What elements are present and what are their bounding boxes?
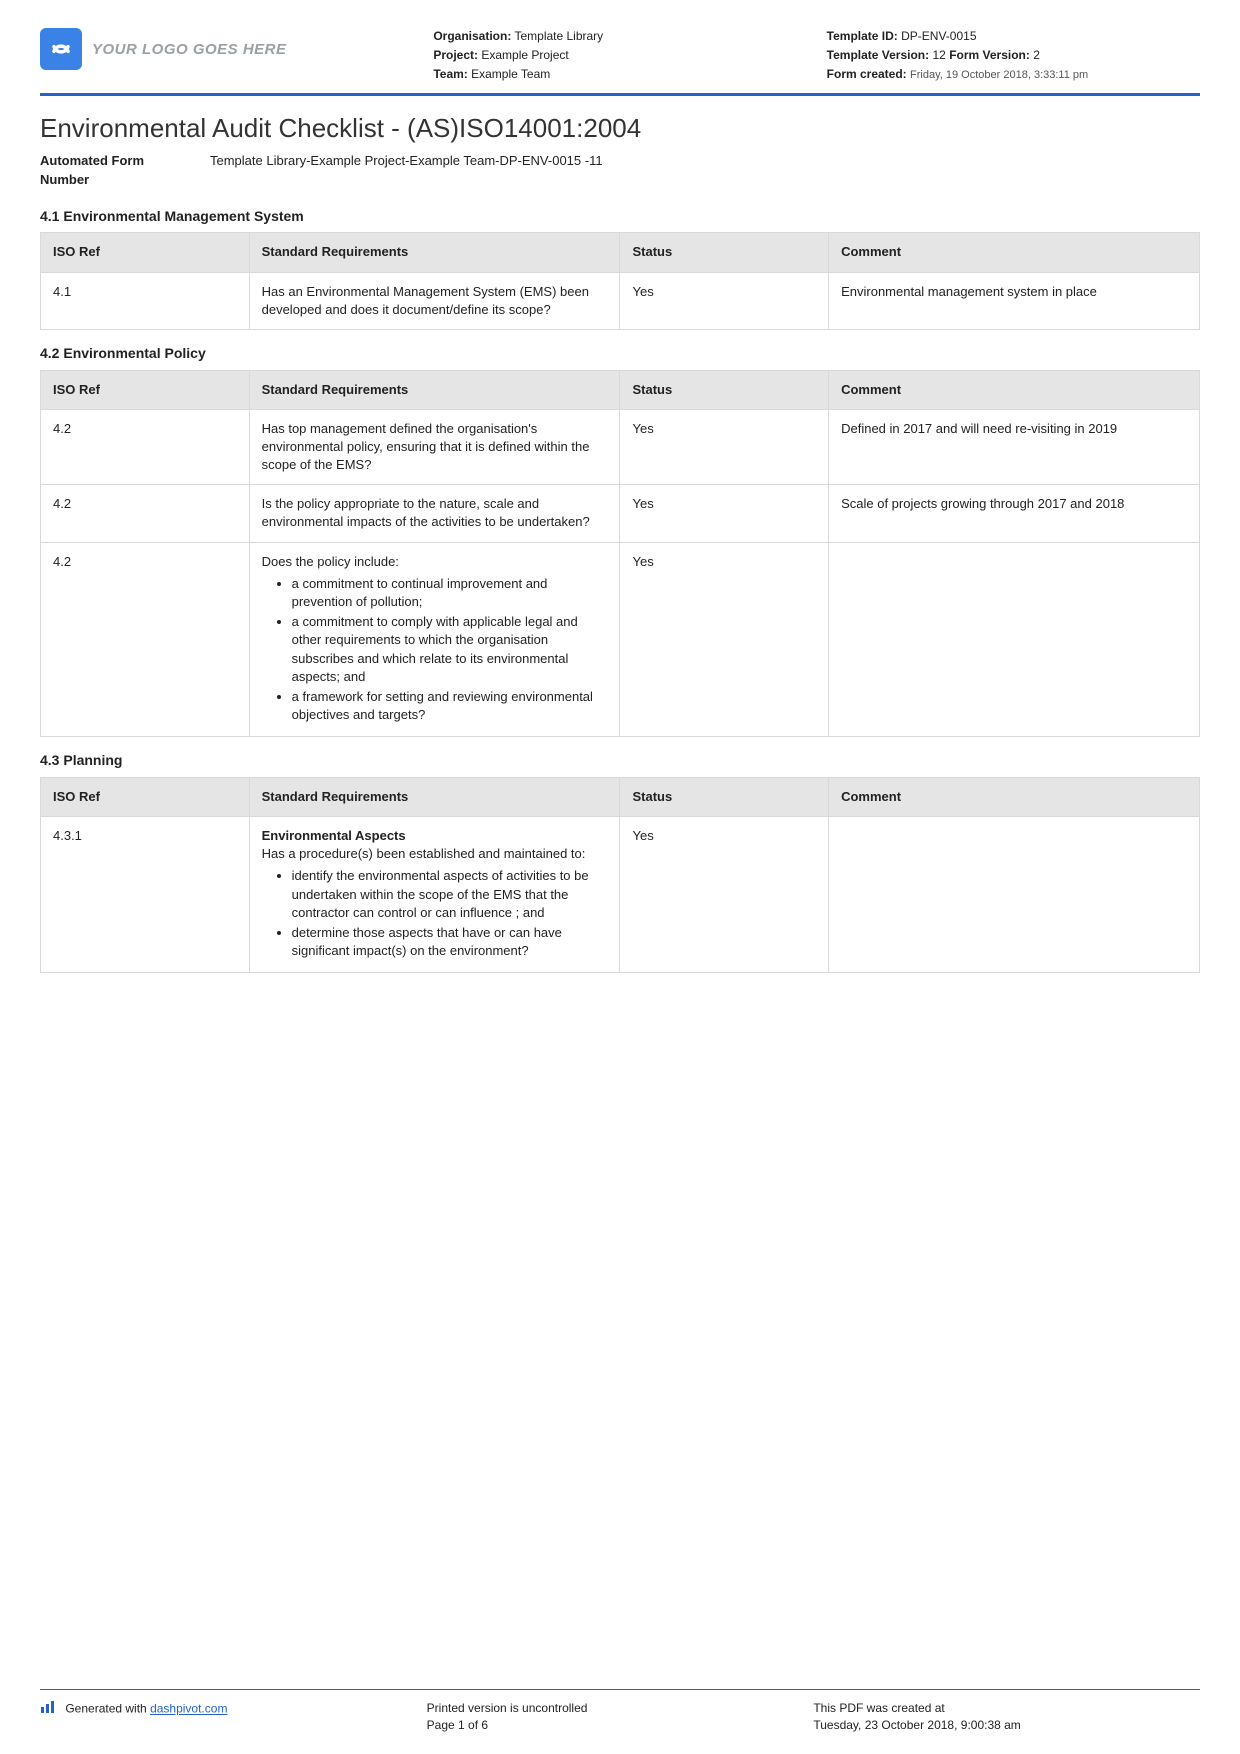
cell-comment: Environmental management system in place [829, 272, 1200, 329]
cell-status: Yes [620, 409, 829, 485]
section-heading: 4.3 Planning [40, 751, 1200, 771]
cell-requirements: Is the policy appropriate to the nature,… [249, 485, 620, 542]
table-header: Standard Requirements [249, 233, 620, 272]
organisation-value: Template Library [514, 29, 603, 43]
footer-logo-icon [40, 1700, 56, 1719]
requirement-bullet: a commitment to comply with applicable l… [292, 613, 608, 686]
cell-requirements: Has top management defined the organisat… [249, 409, 620, 485]
cell-comment: Defined in 2017 and will need re-visitin… [829, 409, 1200, 485]
audit-table: ISO RefStandard RequirementsStatusCommen… [40, 370, 1200, 738]
sections-container: 4.1 Environmental Management System ISO R… [40, 207, 1200, 974]
section-heading: 4.2 Environmental Policy [40, 344, 1200, 364]
page-container: YOUR LOGO GOES HERE Organisation: Templa… [0, 0, 1240, 1754]
cell-iso-ref: 4.2 [41, 542, 250, 737]
header-meta-col-2: Template ID: DP-ENV-0015 Template Versio… [827, 28, 1200, 85]
cell-iso-ref: 4.1 [41, 272, 250, 329]
project-label: Project: [433, 48, 478, 62]
table-header: Status [620, 777, 829, 816]
table-header: ISO Ref [41, 233, 250, 272]
template-id-label: Template ID: [827, 29, 898, 43]
table-header: Standard Requirements [249, 777, 620, 816]
footer-created-label: This PDF was created at [813, 1700, 1200, 1717]
template-id-value: DP-ENV-0015 [901, 29, 976, 43]
table-row: 4.2Is the policy appropriate to the natu… [41, 485, 1200, 542]
organisation-label: Organisation: [433, 29, 511, 43]
table-header: ISO Ref [41, 370, 250, 409]
form-created-label: Form created: [827, 67, 907, 81]
cell-comment [829, 542, 1200, 737]
cell-comment: Scale of projects growing through 2017 a… [829, 485, 1200, 542]
form-number-label: Automated Form Number [40, 152, 170, 188]
header-meta-col-1: Organisation: Template Library Project: … [433, 28, 806, 85]
form-number-value: Template Library-Example Project-Example… [210, 152, 603, 188]
cell-iso-ref: 4.2 [41, 485, 250, 542]
requirement-bullet: a commitment to continual improvement an… [292, 575, 608, 611]
table-row: 4.1Has an Environmental Management Syste… [41, 272, 1200, 329]
document-footer: Generated with dashpivot.com Printed ver… [40, 1689, 1200, 1734]
table-header: Status [620, 233, 829, 272]
header-logo-col: YOUR LOGO GOES HERE [40, 28, 413, 85]
cell-requirements: Does the policy include:a commitment to … [249, 542, 620, 737]
table-header: ISO Ref [41, 777, 250, 816]
template-version-label: Template Version: [827, 48, 929, 62]
project-value: Example Project [481, 48, 568, 62]
cell-status: Yes [620, 272, 829, 329]
footer-generated-link[interactable]: dashpivot.com [150, 1702, 227, 1716]
footer-col-right: This PDF was created at Tuesday, 23 Octo… [813, 1700, 1200, 1734]
footer-uncontrolled: Printed version is uncontrolled [427, 1700, 814, 1717]
requirement-bullet: determine those aspects that have or can… [292, 924, 608, 960]
table-header: Status [620, 370, 829, 409]
logo-placeholder-text: YOUR LOGO GOES HERE [92, 39, 287, 60]
document-title: Environmental Audit Checklist - (AS)ISO1… [40, 110, 1200, 146]
cell-comment [829, 817, 1200, 973]
table-row: 4.2Does the policy include:a commitment … [41, 542, 1200, 737]
table-row: 4.2Has top management defined the organi… [41, 409, 1200, 485]
form-created-value: Friday, 19 October 2018, 3:33:11 pm [910, 69, 1088, 81]
table-header: Comment [829, 233, 1200, 272]
table-header: Standard Requirements [249, 370, 620, 409]
audit-table: ISO RefStandard RequirementsStatusCommen… [40, 232, 1200, 330]
form-number-row: Automated Form Number Template Library-E… [40, 152, 1200, 188]
logo-icon [40, 28, 82, 70]
cell-status: Yes [620, 817, 829, 973]
cell-status: Yes [620, 542, 829, 737]
audit-table: ISO RefStandard RequirementsStatusCommen… [40, 777, 1200, 974]
cell-status: Yes [620, 485, 829, 542]
document-header: YOUR LOGO GOES HERE Organisation: Templa… [40, 28, 1200, 96]
requirement-bullet: identify the environmental aspects of ac… [292, 867, 608, 922]
cell-iso-ref: 4.3.1 [41, 817, 250, 973]
footer-col-left: Generated with dashpivot.com [40, 1700, 427, 1734]
table-header: Comment [829, 370, 1200, 409]
footer-col-mid: Printed version is uncontrolled Page 1 o… [427, 1700, 814, 1734]
cell-requirements: Environmental AspectsHas a procedure(s) … [249, 817, 620, 973]
table-row: 4.3.1Environmental AspectsHas a procedur… [41, 817, 1200, 973]
team-value: Example Team [471, 67, 550, 81]
cell-iso-ref: 4.2 [41, 409, 250, 485]
template-version-value: 12 [932, 48, 945, 62]
cell-requirements: Has an Environmental Management System (… [249, 272, 620, 329]
footer-created-value: Tuesday, 23 October 2018, 9:00:38 am [813, 1717, 1200, 1734]
footer-page: Page 1 of 6 [427, 1717, 814, 1734]
section-heading: 4.1 Environmental Management System [40, 207, 1200, 227]
form-version-value: 2 [1033, 48, 1040, 62]
requirement-bullet: a framework for setting and reviewing en… [292, 688, 608, 724]
form-version-label: Form Version: [949, 48, 1030, 62]
footer-generated-prefix: Generated with [65, 1702, 150, 1716]
table-header: Comment [829, 777, 1200, 816]
team-label: Team: [433, 67, 467, 81]
